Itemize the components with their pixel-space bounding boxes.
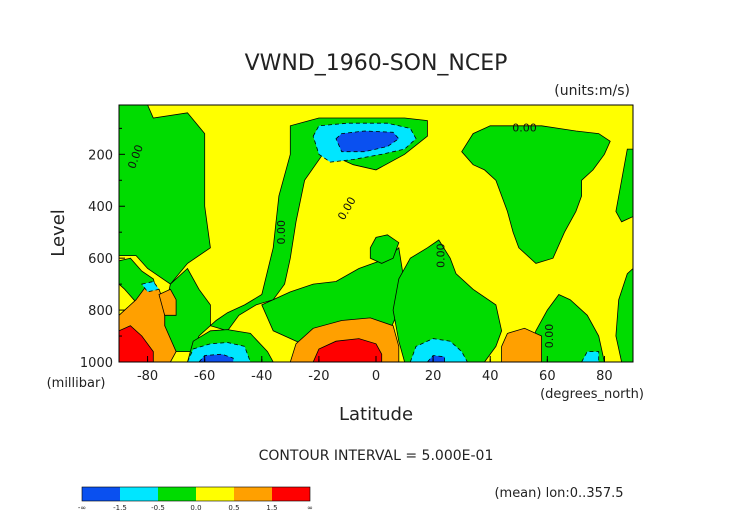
contour-region-11	[369, 234, 400, 264]
y-axis-label: Level	[48, 209, 69, 257]
colorbar-bin-2	[158, 487, 196, 501]
chart-title: VWND_1960-SON_NCEP	[245, 51, 508, 76]
contour-region-25	[426, 355, 445, 362]
contour-label-1: 0.00	[275, 220, 288, 245]
x-tick-label: -60	[194, 369, 215, 384]
x-axis-ticks: -80 -60 -40 -20 0 20 40 60 80	[137, 356, 613, 384]
contour-region-7	[461, 125, 611, 264]
x-tick-label: 40	[482, 369, 499, 384]
contour-region-16	[119, 325, 154, 362]
colorbar-label: ∞	[307, 504, 313, 512]
contour-region-24	[198, 353, 234, 362]
colorbar: -∞ -1.5 -0.5 0.0 0.5 1.5 ∞	[78, 486, 313, 512]
mean-lon-note: (mean) lon:0..357.5	[494, 486, 623, 501]
colorbar-bin-4	[234, 487, 272, 501]
x-tick-label: -20	[308, 369, 329, 384]
colorbar-label: -1.5	[113, 504, 127, 512]
contour-region-10	[615, 267, 633, 362]
contour-region-6	[392, 239, 503, 362]
colorbar-label: 0.0	[190, 504, 201, 512]
colorbar-bin-3	[196, 487, 234, 501]
contour-region-8	[524, 294, 605, 362]
contour-label-5: 0.00	[543, 324, 556, 349]
y-tick-label: 800	[88, 304, 113, 319]
colorbar-label: 0.5	[228, 504, 239, 512]
contour-region-9	[615, 148, 633, 223]
y-tick-label: 400	[88, 200, 113, 215]
contour-region-21	[141, 281, 160, 293]
x-tick-label: -80	[137, 369, 158, 384]
colorbar-bin-5	[272, 487, 310, 501]
colorbar-bin-1	[120, 487, 158, 501]
y-units-label: (millibar)	[47, 376, 106, 391]
contour-region-23	[335, 130, 400, 153]
contour-region-1	[119, 105, 211, 285]
contour-region-19	[187, 342, 251, 362]
x-tick-label: 60	[539, 369, 556, 384]
contour-label-3: 0.00	[512, 121, 537, 134]
x-tick-label: 0	[372, 369, 380, 384]
y-tick-label: 200	[88, 148, 113, 163]
y-tick-label: 600	[88, 252, 113, 267]
contour-region-17	[312, 338, 383, 362]
colorbar-label: -∞	[78, 504, 86, 512]
contour-region-13	[158, 288, 177, 316]
x-tick-label: 20	[425, 369, 442, 384]
contour-label-4: 0.00	[435, 243, 448, 268]
x-tick-label: 80	[596, 369, 613, 384]
units-label: (units:m/s)	[554, 83, 630, 99]
colorbar-label: 1.5	[266, 504, 277, 512]
y-axis-ticks: 200 400 600 800 1000	[80, 127, 125, 371]
colorbar-frame	[81, 486, 311, 502]
colorbar-bin-0	[82, 487, 120, 501]
contour-interval: CONTOUR INTERVAL = 5.000E-01	[259, 448, 494, 464]
contour-region-22	[581, 351, 600, 362]
contour-region-20	[409, 338, 468, 362]
colorbar-label: -0.5	[151, 504, 165, 512]
x-axis-label: Latitude	[339, 404, 413, 425]
contour-region-15	[501, 327, 542, 362]
x-units-label: (degrees_north)	[540, 387, 644, 402]
x-tick-label: -40	[251, 369, 272, 384]
y-tick-label: 1000	[80, 356, 113, 371]
contour-fills	[119, 105, 633, 362]
